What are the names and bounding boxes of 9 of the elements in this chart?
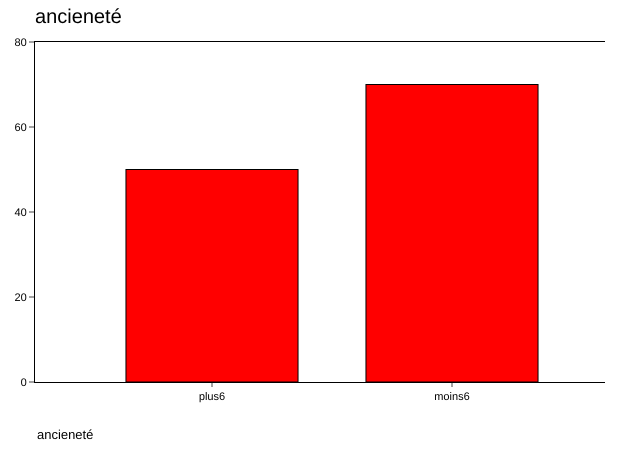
x-tick-label: plus6 — [198, 391, 226, 404]
y-tick-label: 40 — [14, 206, 27, 219]
chart-title: ancieneté — [35, 6, 122, 28]
y-tick-label: 80 — [14, 36, 27, 49]
x-axis-title: ancieneté — [37, 427, 94, 442]
x-tick-label: moins6 — [434, 391, 470, 404]
y-tick-label: 20 — [14, 292, 27, 304]
y-tick-label: 0 — [20, 376, 27, 389]
y-tick-label: 60 — [14, 122, 27, 134]
